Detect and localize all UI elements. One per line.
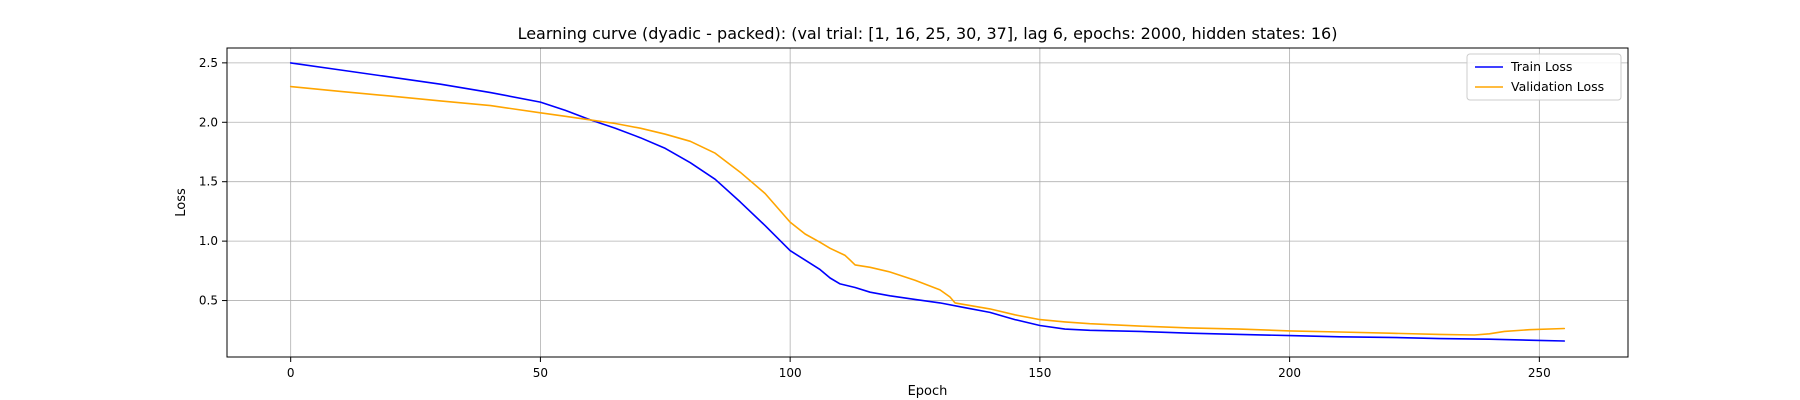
legend-box [1466, 53, 1622, 101]
y-axis-ticks: 0.5 1.0 1.5 2.0 2.5 [199, 56, 227, 308]
x-tick-label: 50 [533, 366, 548, 380]
chart-title: Learning curve (dyadic - packed): (val t… [518, 24, 1338, 43]
y-axis-label: Loss [174, 188, 189, 217]
y-tick-label: 2.0 [199, 115, 218, 129]
x-tick-label: 250 [1528, 366, 1551, 380]
x-tick-label: 200 [1278, 366, 1301, 380]
x-tick-label: 150 [1028, 366, 1051, 380]
series-line-train-loss [289, 62, 1566, 342]
x-tick-label: 100 [779, 366, 802, 380]
legend: Train Loss Validation Loss [1466, 53, 1622, 101]
legend-label: Validation Loss [1511, 79, 1604, 94]
y-tick-label: 2.5 [199, 56, 218, 70]
x-axis-ticks: 0 50 100 150 200 250 [287, 357, 1551, 380]
y-tick-label: 1.0 [199, 234, 218, 248]
grid-lines [227, 48, 1628, 357]
x-tick-label: 0 [287, 366, 295, 380]
legend-label: Train Loss [1510, 59, 1572, 74]
series-line-validation-loss [289, 85, 1566, 336]
y-tick-label: 0.5 [199, 294, 218, 308]
y-tick-label: 1.5 [199, 175, 218, 189]
x-axis-label: Epoch [908, 384, 948, 399]
plot-frame [226, 47, 1629, 358]
series-lines [289, 62, 1566, 342]
